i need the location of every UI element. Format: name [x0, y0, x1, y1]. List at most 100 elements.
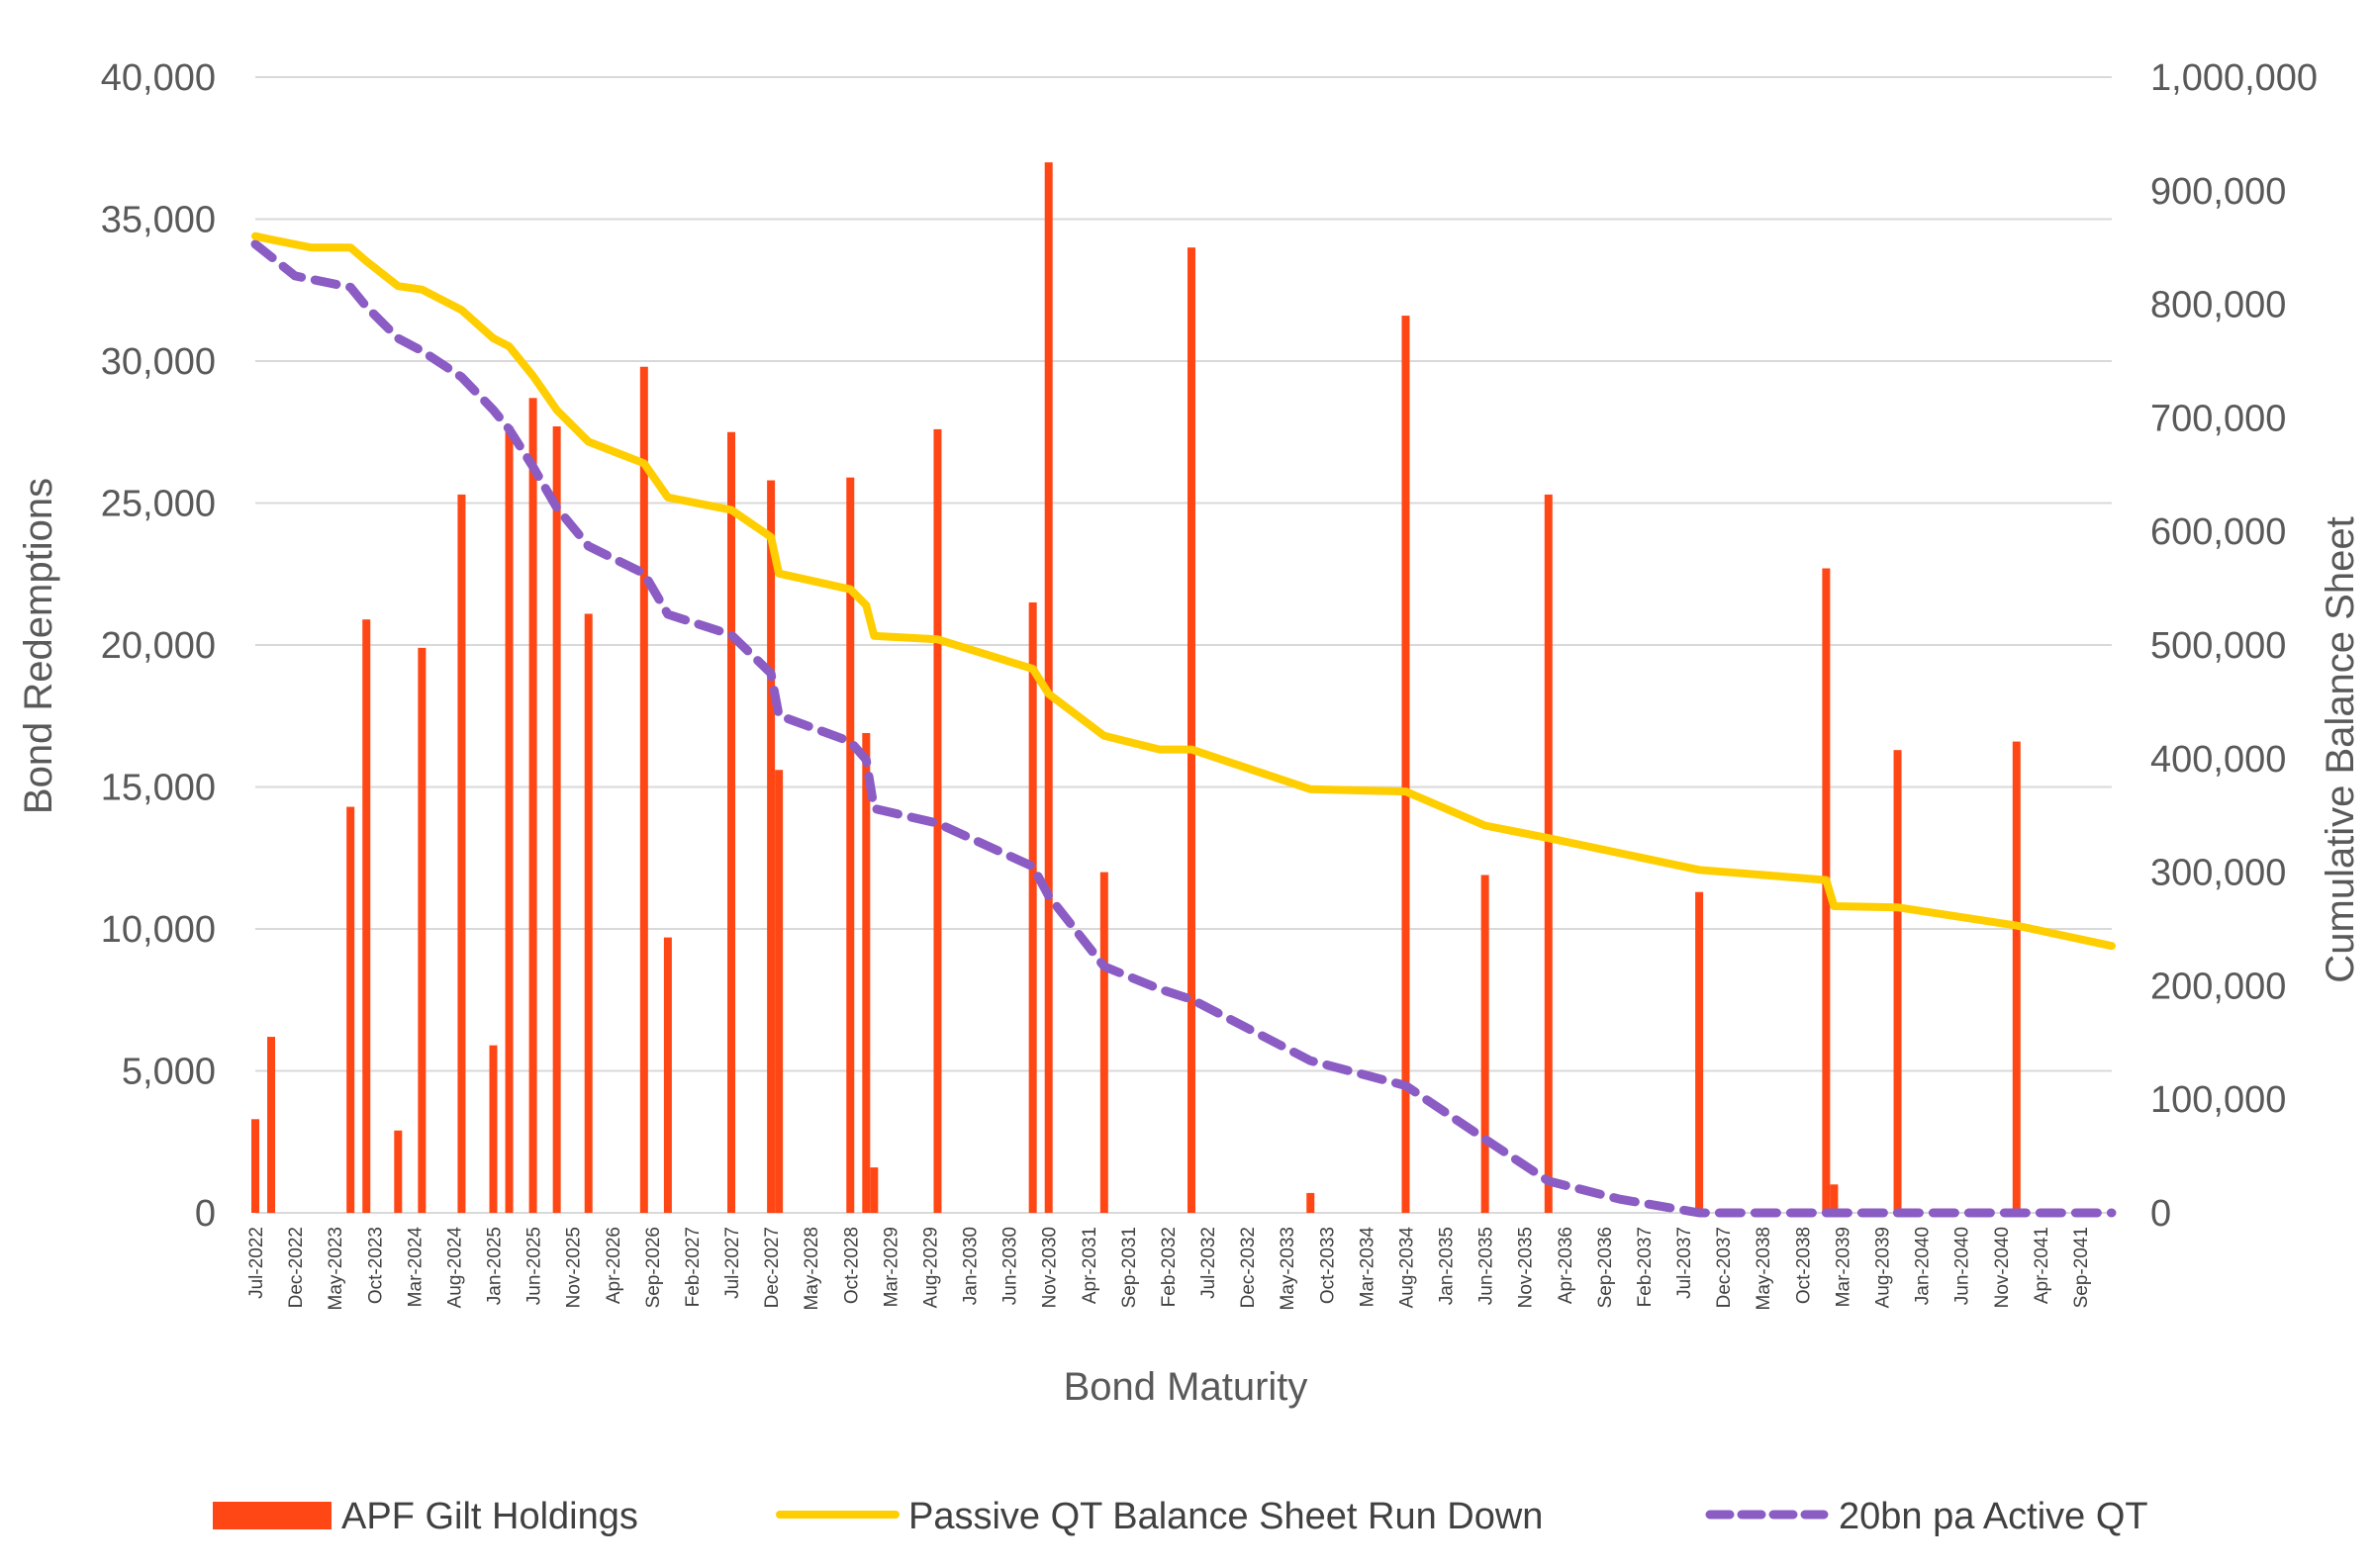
right-y-axis: 0 100,000 200,000 300,000 400,000 500,000 600,… [2150, 57, 2318, 1235]
x-tick-label: Jul-2022 [246, 1227, 267, 1299]
x-tick-label: Oct-2028 [841, 1227, 862, 1304]
bar [1028, 601, 1037, 1213]
x-tick-label: Jan-2040 [1913, 1227, 1934, 1305]
x-tick-label: Oct-2038 [1793, 1227, 1814, 1304]
x-tick-label: Aug-2029 [920, 1227, 941, 1308]
legend-label-passive-qt: Passive QT Balance Sheet Run Down [908, 1496, 1543, 1537]
bar [1830, 1184, 1839, 1213]
line-active-qt [250, 239, 2117, 1218]
bar [1480, 875, 1489, 1213]
x-tick-label: Jul-2037 [1674, 1227, 1695, 1299]
x-tick-label: May-2033 [1278, 1227, 1298, 1311]
x-tick-label: Nov-2030 [1040, 1227, 1061, 1308]
x-tick-label: Jan-2025 [485, 1227, 506, 1305]
left-tick-label: 40,000 [101, 57, 216, 99]
x-tick-label: Dec-2032 [1238, 1227, 1259, 1308]
x-tick-label: Dec-2022 [286, 1227, 307, 1308]
bar [870, 1167, 879, 1213]
left-tick-label: 25,000 [101, 484, 216, 525]
x-tick-label: Mar-2029 [881, 1227, 902, 1307]
bar [2012, 741, 2021, 1213]
bar [1893, 750, 1902, 1213]
legend-label-active-qt: 20bn pa Active QT [1839, 1496, 2148, 1537]
left-tick-label: 30,000 [101, 341, 216, 383]
left-tick-label: 35,000 [101, 200, 216, 241]
bar [552, 426, 561, 1213]
x-tick-label: Mar-2034 [1357, 1227, 1377, 1308]
legend-label-apf-gilt-holdings: APF Gilt Holdings [341, 1496, 638, 1537]
bar [639, 366, 648, 1213]
x-tick-label: Apr-2031 [1080, 1227, 1100, 1304]
x-tick-label: May-2023 [326, 1227, 346, 1311]
line-passive-qt [251, 231, 2116, 951]
x-tick-label: Apr-2041 [2032, 1227, 2052, 1304]
legend: APF Gilt Holdings Passive QT Balance She… [213, 1496, 2148, 1537]
x-tick-label: Sep-2036 [1595, 1227, 1616, 1308]
bar [862, 732, 871, 1213]
bar-series-apf-gilt-holdings [251, 162, 2021, 1214]
bar [505, 426, 514, 1213]
x-tick-label: Jul-2027 [722, 1227, 743, 1299]
x-tick-label: Jun-2035 [1476, 1227, 1497, 1305]
bar [767, 480, 776, 1213]
right-tick-label: 700,000 [2150, 398, 2286, 439]
x-tick-label: Nov-2040 [1992, 1227, 2013, 1308]
bar [346, 806, 355, 1213]
x-axis: Jul-2022 Dec-2022 May-2023 Oct-2023 Mar-2024… [246, 1227, 2092, 1311]
right-tick-label: 500,000 [2150, 625, 2286, 667]
right-tick-label: 900,000 [2150, 171, 2286, 213]
x-tick-label: Mar-2039 [1833, 1227, 1853, 1307]
x-tick-label: Feb-2032 [1159, 1227, 1180, 1307]
x-tick-label: May-2028 [802, 1227, 822, 1311]
x-tick-label: Feb-2037 [1635, 1227, 1656, 1307]
bar [933, 428, 942, 1213]
line-series [250, 231, 2117, 1218]
right-tick-label: 200,000 [2150, 966, 2286, 1007]
x-tick-label: May-2038 [1754, 1227, 1774, 1311]
bar [457, 494, 466, 1213]
x-tick-label: Jan-2035 [1437, 1227, 1458, 1305]
left-tick-label: 5,000 [122, 1052, 216, 1093]
bar [584, 613, 593, 1213]
x-tick-label: Sep-2041 [2071, 1227, 2092, 1308]
right-tick-label: 1,000,000 [2150, 57, 2318, 99]
bar [267, 1037, 276, 1213]
bar [1401, 316, 1410, 1214]
x-tick-label: Sep-2026 [643, 1227, 664, 1308]
x-tick-label: Jan-2030 [961, 1227, 982, 1305]
x-tick-label: Dec-2037 [1714, 1227, 1735, 1308]
left-y-axis: 0 5,000 10,000 15,000 20,000 25,000 30,000 35,0… [101, 57, 216, 1235]
left-tick-label: 10,000 [101, 909, 216, 951]
bar [1544, 494, 1553, 1213]
x-tick-label: Oct-2023 [365, 1227, 386, 1304]
bar [1306, 1192, 1315, 1213]
right-axis-title: Cumulative Balance Sheet [2319, 516, 2362, 982]
bar [489, 1045, 498, 1213]
x-tick-label: Apr-2026 [604, 1227, 624, 1304]
x-tick-label: Nov-2025 [564, 1227, 585, 1308]
x-tick-label: Mar-2024 [405, 1227, 426, 1308]
bar [663, 937, 672, 1213]
x-tick-label: Aug-2024 [444, 1227, 465, 1309]
left-tick-label: 20,000 [101, 625, 216, 667]
bar [528, 398, 537, 1213]
x-tick-label: Sep-2031 [1119, 1227, 1140, 1308]
right-tick-label: 800,000 [2150, 285, 2286, 326]
bar [251, 1119, 259, 1213]
x-axis-title: Bond Maturity [1064, 1365, 1308, 1409]
x-tick-label: Apr-2036 [1556, 1227, 1576, 1304]
right-tick-label: 600,000 [2150, 511, 2286, 553]
x-tick-label: Aug-2039 [1873, 1227, 1894, 1308]
x-tick-label: Jun-2030 [1000, 1227, 1021, 1305]
x-tick-label: Jun-2040 [1952, 1227, 1973, 1305]
bar [727, 431, 736, 1213]
bar [394, 1130, 403, 1213]
bar [846, 477, 855, 1213]
bar [1187, 247, 1196, 1213]
bar [1695, 891, 1704, 1213]
right-tick-label: 300,000 [2150, 853, 2286, 894]
x-tick-label: Oct-2033 [1317, 1227, 1338, 1304]
legend-swatch-apf-gilt-holdings [213, 1502, 332, 1529]
